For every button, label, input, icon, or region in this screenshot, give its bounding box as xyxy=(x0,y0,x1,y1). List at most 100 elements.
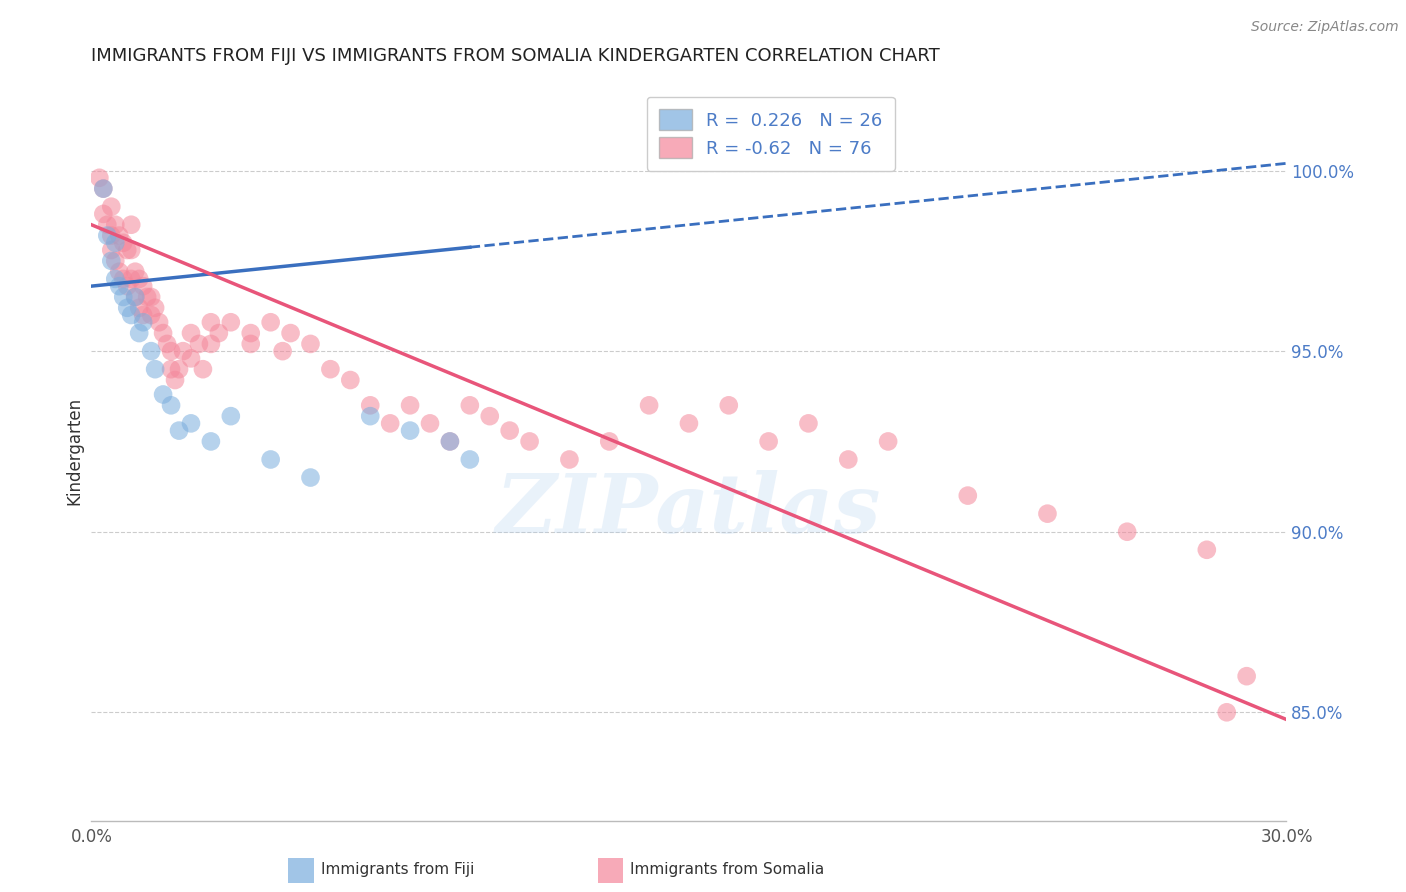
Point xyxy=(104,218,127,232)
Point xyxy=(200,315,222,329)
Point xyxy=(148,315,170,329)
Point xyxy=(124,290,146,304)
Point xyxy=(152,326,174,340)
Point xyxy=(93,207,114,221)
Point xyxy=(112,235,135,250)
Y-axis label: Kindergarten: Kindergarten xyxy=(65,396,83,505)
Point xyxy=(956,489,979,503)
Point xyxy=(172,344,194,359)
Point xyxy=(598,434,620,449)
Text: IMMIGRANTS FROM FIJI VS IMMIGRANTS FROM SOMALIA KINDERGARTEN CORRELATION CHART: IMMIGRANTS FROM FIJI VS IMMIGRANTS FROM … xyxy=(91,47,941,65)
Point xyxy=(239,337,262,351)
Point xyxy=(239,326,262,340)
Point xyxy=(717,398,740,412)
Point xyxy=(120,218,142,232)
Point xyxy=(93,181,114,195)
Point xyxy=(678,417,700,431)
Point xyxy=(180,417,202,431)
Point xyxy=(124,265,146,279)
Point xyxy=(558,452,581,467)
Point xyxy=(136,290,159,304)
Point xyxy=(96,228,118,243)
Point xyxy=(120,243,142,257)
Point xyxy=(259,452,281,467)
Point xyxy=(96,218,118,232)
Point xyxy=(108,265,131,279)
Point xyxy=(152,387,174,401)
Point xyxy=(128,272,150,286)
Point xyxy=(219,315,242,329)
Point xyxy=(478,409,501,424)
Point xyxy=(439,434,461,449)
Text: ZIPatlas: ZIPatlas xyxy=(496,470,882,549)
Point xyxy=(120,272,142,286)
Point xyxy=(128,301,150,315)
Point xyxy=(128,326,150,340)
Point xyxy=(191,362,214,376)
Point xyxy=(163,373,186,387)
Point xyxy=(112,290,135,304)
Point xyxy=(259,315,281,329)
Point xyxy=(141,290,162,304)
Point xyxy=(104,272,127,286)
Point xyxy=(200,434,222,449)
Point xyxy=(877,434,900,449)
Point xyxy=(280,326,302,340)
Point xyxy=(141,308,162,322)
Point xyxy=(837,452,859,467)
Point xyxy=(108,228,131,243)
Point xyxy=(1195,542,1218,557)
Point xyxy=(141,344,162,359)
Point xyxy=(1116,524,1139,539)
Point xyxy=(100,243,122,257)
Point xyxy=(1216,706,1239,720)
Point xyxy=(132,315,155,329)
Point xyxy=(89,170,111,185)
Point xyxy=(219,409,242,424)
Point xyxy=(458,398,481,412)
Point xyxy=(112,272,135,286)
Point xyxy=(319,362,342,376)
Point xyxy=(458,452,481,467)
Point xyxy=(104,253,127,268)
Point xyxy=(93,181,114,195)
Point xyxy=(132,308,155,322)
Point xyxy=(100,253,122,268)
Point xyxy=(638,398,661,412)
Point xyxy=(1036,507,1059,521)
Point xyxy=(359,398,381,412)
Point xyxy=(132,279,155,293)
Point xyxy=(115,243,138,257)
Point xyxy=(797,417,820,431)
Point xyxy=(498,424,520,438)
Point xyxy=(156,337,179,351)
Point xyxy=(108,279,131,293)
Point xyxy=(160,344,183,359)
Point xyxy=(124,290,146,304)
Point xyxy=(167,424,190,438)
Point xyxy=(104,235,127,250)
Point xyxy=(758,434,780,449)
Point xyxy=(359,409,381,424)
Text: Immigrants from Fiji: Immigrants from Fiji xyxy=(321,863,474,877)
Point xyxy=(439,434,461,449)
Point xyxy=(399,424,422,438)
Point xyxy=(100,200,122,214)
Point xyxy=(180,351,202,366)
Text: Immigrants from Somalia: Immigrants from Somalia xyxy=(630,863,824,877)
Point xyxy=(188,337,211,351)
Point xyxy=(299,337,322,351)
Text: Source: ZipAtlas.com: Source: ZipAtlas.com xyxy=(1251,20,1399,34)
Point xyxy=(208,326,231,340)
Point xyxy=(180,326,202,340)
Point xyxy=(160,362,183,376)
Point xyxy=(339,373,361,387)
Point xyxy=(200,337,222,351)
Point xyxy=(1236,669,1258,683)
Point xyxy=(115,301,138,315)
Point xyxy=(160,398,183,412)
Point xyxy=(519,434,541,449)
Point xyxy=(143,301,166,315)
Point xyxy=(271,344,294,359)
Point xyxy=(167,362,190,376)
